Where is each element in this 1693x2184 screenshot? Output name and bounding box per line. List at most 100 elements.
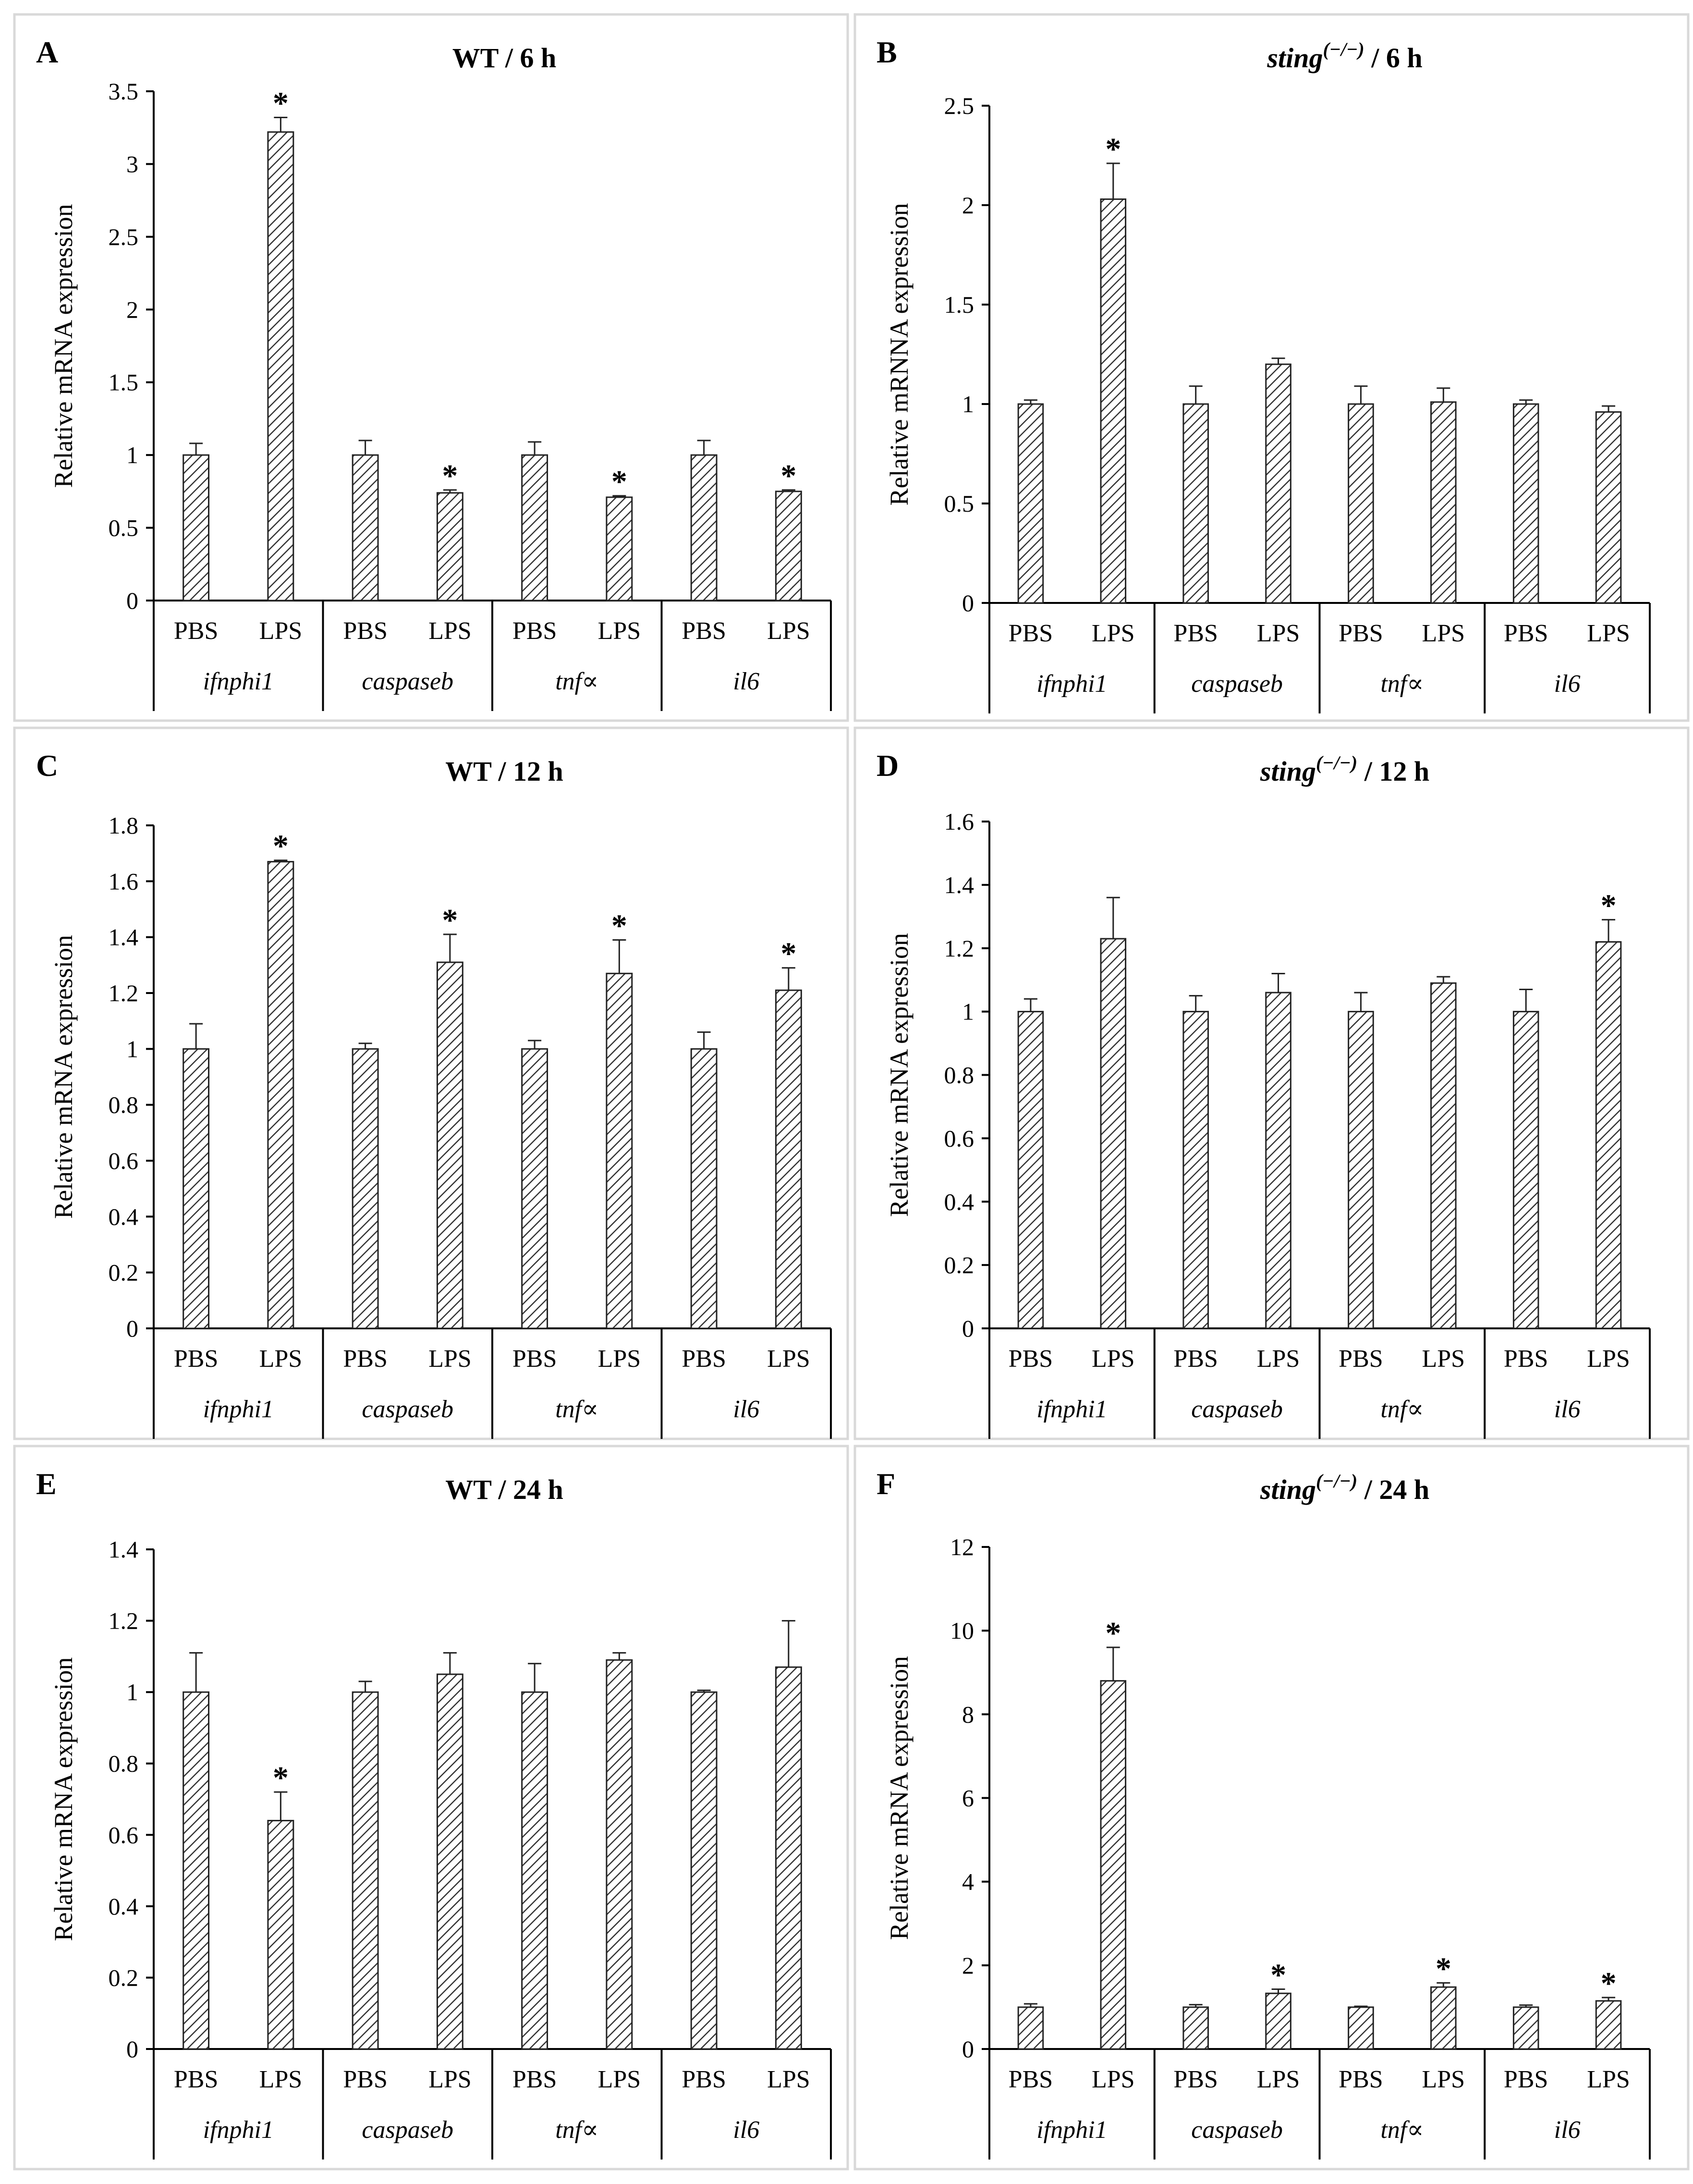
group-label: tnf∝ xyxy=(555,668,598,695)
treatment-label: PBS xyxy=(1504,1345,1548,1373)
bar-caspaseb-pbs xyxy=(352,454,379,601)
significance-marker: * xyxy=(1270,1957,1286,1992)
y-tick-label: 0 xyxy=(962,2036,974,2062)
bar-ifnphi1-lps xyxy=(1100,938,1127,1329)
group-label: tnf∝ xyxy=(555,1396,598,1423)
bar-tnf∝-lps xyxy=(1430,401,1457,604)
panel-letter: A xyxy=(36,35,58,69)
bar-il6-lps xyxy=(775,1666,802,2050)
treatment-label: LPS xyxy=(259,617,303,645)
bar-tnf∝-pbs xyxy=(1348,2006,1374,2050)
treatment-label: LPS xyxy=(428,1345,472,1373)
group-label: il6 xyxy=(1554,2116,1581,2144)
bar-tnf∝-pbs xyxy=(1348,403,1374,604)
y-tick-label: 1 xyxy=(962,391,974,417)
y-tick-label: 1 xyxy=(126,1679,138,1705)
significance-marker: * xyxy=(780,458,796,493)
y-tick-label: 1.5 xyxy=(944,291,974,318)
group-label: caspaseb xyxy=(362,1396,453,1423)
y-axis-label: Relative mRNA expression xyxy=(885,933,913,1217)
treatment-label: LPS xyxy=(428,617,472,645)
title-genotype: WT xyxy=(452,42,499,74)
significance-marker: * xyxy=(611,464,627,499)
bar-ifnphi1-lps xyxy=(267,131,294,601)
treatment-label: LPS xyxy=(1587,620,1630,647)
y-axis-label: Relative mRNNA expression xyxy=(885,203,913,506)
panel-border xyxy=(13,1445,849,2171)
bar-tnf∝-lps xyxy=(606,496,633,601)
treatment-label: LPS xyxy=(1257,2066,1300,2093)
y-tick-label: 1.6 xyxy=(944,808,974,835)
group-label: ifnphi1 xyxy=(1036,2116,1107,2144)
panel-border xyxy=(13,13,849,722)
treatment-label: PBS xyxy=(1339,620,1383,647)
significance-marker: * xyxy=(1105,132,1121,167)
y-tick-label: 0.2 xyxy=(944,1252,974,1278)
bar-ifnphi1-lps xyxy=(1100,198,1127,604)
treatment-label: LPS xyxy=(1587,1345,1630,1373)
title-genotype: WT xyxy=(445,1474,491,1505)
treatment-label: LPS xyxy=(1422,2066,1465,2093)
group-label: ifnphi1 xyxy=(203,668,274,695)
group-label: ifnphi1 xyxy=(203,2116,274,2144)
title-superscript: (−/−) xyxy=(1323,38,1364,60)
title-time: / 6 h xyxy=(498,42,556,74)
bar-tnf∝-lps xyxy=(606,972,633,1329)
panel-e: E WT / 24 h 0 0.2 0.4 0.6 0.8 1 1.2 1.4 Relative m… xyxy=(13,1445,849,2171)
group-label: ifnphi1 xyxy=(1036,1396,1107,1423)
treatment-label: LPS xyxy=(598,1345,641,1373)
bar-ifnphi1-pbs xyxy=(1017,1011,1044,1329)
title-time: / 12 h xyxy=(491,756,563,787)
panel-letter: E xyxy=(36,1467,57,1501)
y-tick-label: 1.4 xyxy=(109,924,139,951)
treatment-label: PBS xyxy=(512,2066,557,2093)
bar-il6-pbs xyxy=(1512,2006,1539,2050)
treatment-label: LPS xyxy=(767,2066,810,2093)
title-genotype: sting xyxy=(1260,756,1316,787)
treatment-label: PBS xyxy=(1339,1345,1383,1373)
bar-caspaseb-pbs xyxy=(352,1691,379,2050)
title-superscript: (−/−) xyxy=(1316,752,1357,773)
y-tick-label: 2.5 xyxy=(944,92,974,119)
bar-caspaseb-lps xyxy=(1265,363,1291,604)
treatment-label: LPS xyxy=(259,2066,303,2093)
title-genotype: WT xyxy=(445,756,491,787)
bar-il6-pbs xyxy=(690,454,718,601)
treatment-label: LPS xyxy=(1257,620,1300,647)
y-tick-label: 1.4 xyxy=(944,871,974,898)
y-tick-label: 0 xyxy=(962,589,974,616)
group-label: il6 xyxy=(1554,1396,1581,1423)
y-tick-label: 0.8 xyxy=(944,1062,974,1089)
treatment-label: PBS xyxy=(174,1345,219,1373)
title-genotype: sting xyxy=(1267,42,1323,74)
treatment-label: LPS xyxy=(259,1345,303,1373)
treatment-label: PBS xyxy=(1504,2066,1548,2093)
treatment-label: PBS xyxy=(1009,620,1053,647)
treatment-label: PBS xyxy=(682,2066,726,2093)
treatment-label: PBS xyxy=(682,1345,726,1373)
treatment-label: PBS xyxy=(682,617,726,645)
y-tick-label: 3 xyxy=(126,150,138,177)
bar-ifnphi1-lps xyxy=(267,1820,294,2050)
title-genotype: sting xyxy=(1260,1474,1316,1505)
y-tick-label: 8 xyxy=(962,1701,974,1728)
significance-marker: * xyxy=(442,458,458,493)
bar-il6-lps xyxy=(775,491,802,601)
y-tick-label: 0 xyxy=(126,2036,138,2062)
bar-il6-pbs xyxy=(690,1691,718,2050)
y-tick-label: 1.2 xyxy=(109,980,139,1006)
bar-ifnphi1-pbs xyxy=(183,1691,210,2050)
treatment-label: LPS xyxy=(598,617,641,645)
group-label: caspaseb xyxy=(1191,2116,1283,2144)
treatment-label: PBS xyxy=(1173,620,1218,647)
significance-marker: * xyxy=(273,1760,289,1795)
group-label: tnf∝ xyxy=(1380,1396,1424,1423)
treatment-label: PBS xyxy=(1173,1345,1218,1373)
y-tick-label: 1.8 xyxy=(109,812,139,839)
bar-ifnphi1-pbs xyxy=(183,1048,210,1329)
bar-ifnphi1-pbs xyxy=(1017,403,1044,604)
y-tick-label: 1.4 xyxy=(109,1536,139,1563)
y-tick-label: 2.5 xyxy=(109,223,139,250)
